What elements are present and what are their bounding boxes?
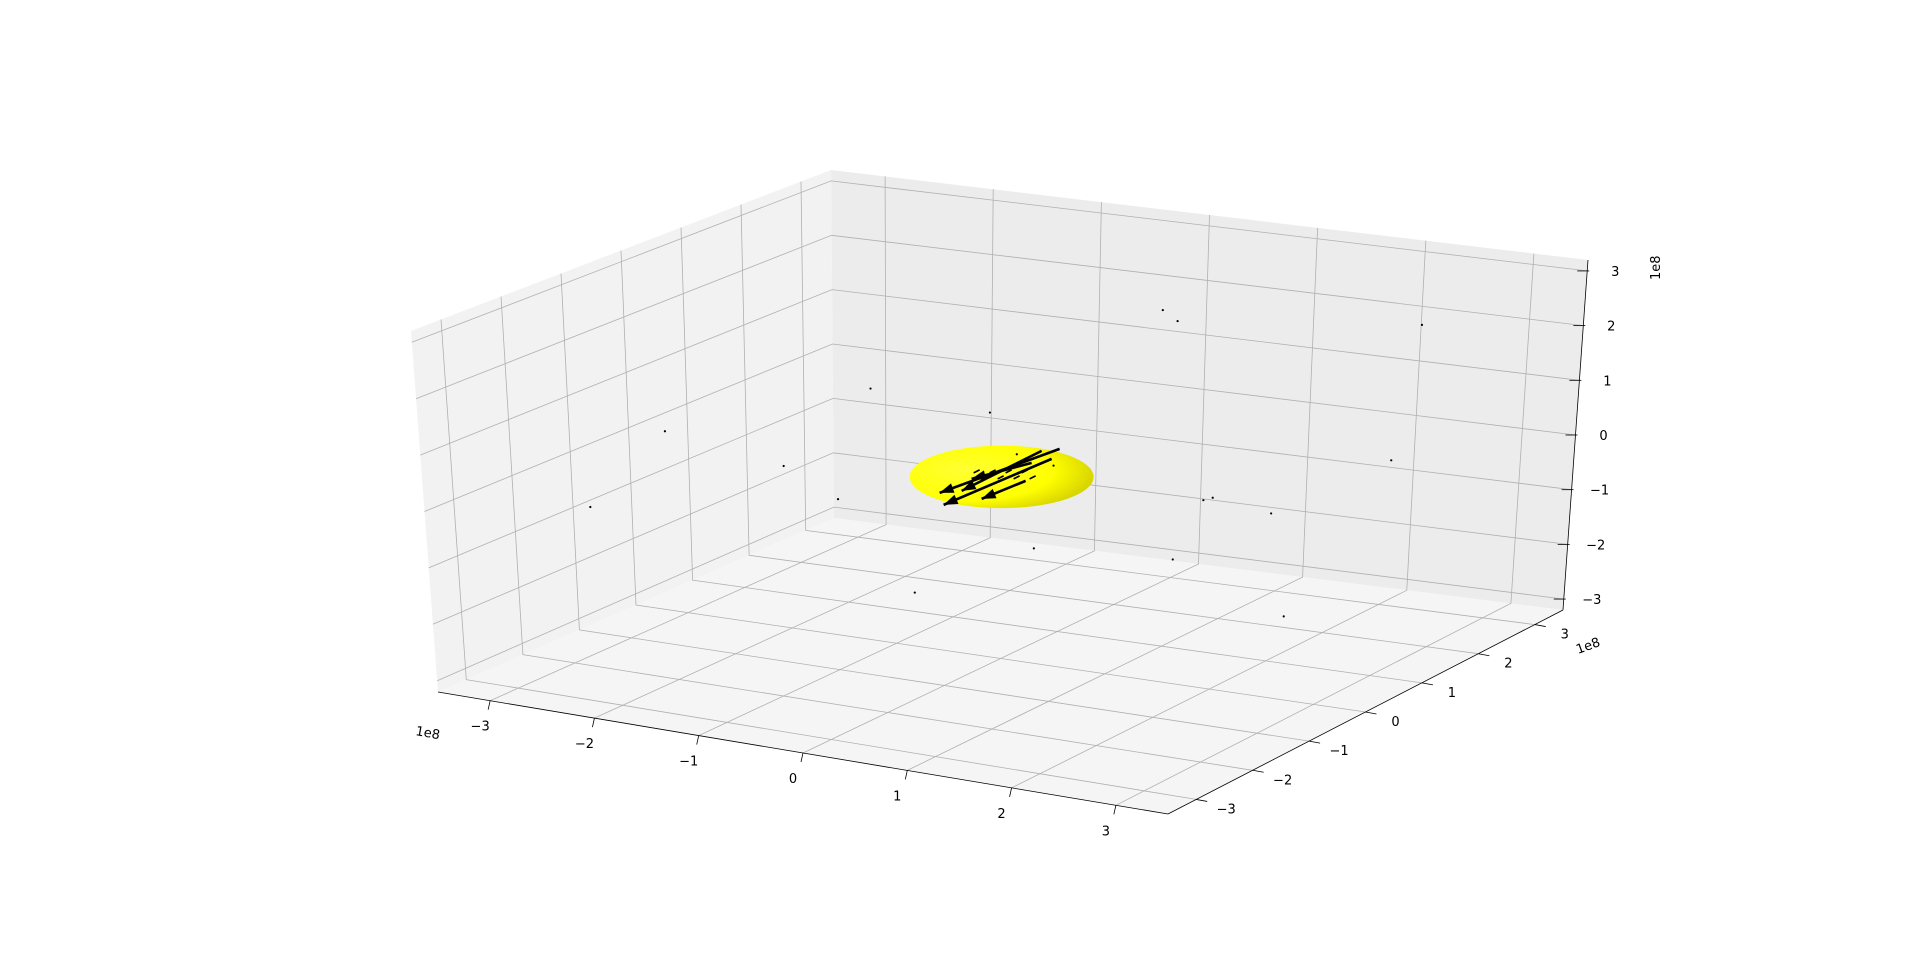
z-tick-label: −3 xyxy=(1582,593,1601,608)
z-gridline xyxy=(437,506,1564,682)
y-tick-mark xyxy=(1196,799,1208,802)
x-gridline xyxy=(1115,253,1535,806)
quiver-arrowhead xyxy=(943,494,959,505)
y-gridline xyxy=(740,204,1479,655)
quiver-tick xyxy=(989,469,996,474)
y-gridline xyxy=(620,250,1366,713)
quiver-tick xyxy=(981,475,988,480)
quiver-arrowhead xyxy=(981,488,997,499)
y-tick-mark xyxy=(1534,624,1546,627)
y-axis-ticks: −3 −2 −1 0 1 2 3 xyxy=(1196,624,1569,817)
x-tick-label: −3 xyxy=(471,720,490,735)
x-gridline xyxy=(907,227,1318,771)
scatter-point xyxy=(1390,459,1393,462)
x-tick-mark xyxy=(487,700,491,710)
x-tick-label: 3 xyxy=(1102,824,1110,839)
quiver-tick xyxy=(1005,469,1012,474)
quiver-arrowhead xyxy=(961,480,977,491)
z-tick-label: 2 xyxy=(1607,320,1615,335)
x-offset-label: 1e8 xyxy=(414,724,441,743)
quiver-tick xyxy=(1013,475,1020,480)
x-gridline xyxy=(489,176,887,702)
x-tick-mark xyxy=(800,752,804,763)
y-tick-label: 0 xyxy=(1391,715,1399,730)
y-gridline xyxy=(500,296,1253,771)
z-axis-ticks: −3 −2 −1 0 1 2 3 xyxy=(1553,265,1619,608)
scatter-point xyxy=(1270,512,1273,515)
quiver-arrow xyxy=(943,457,1053,507)
x-tick-mark xyxy=(1009,787,1012,797)
scatter-point xyxy=(1015,453,1018,456)
z-tick-label: −1 xyxy=(1590,484,1609,499)
scatter-point xyxy=(1176,319,1179,323)
scatter-point xyxy=(1161,308,1164,312)
scatter-point xyxy=(869,387,872,390)
x-gridline xyxy=(698,202,1102,736)
scatter-point xyxy=(1052,464,1055,467)
y-gridline xyxy=(560,273,1310,742)
x-tick-label: −1 xyxy=(679,755,698,770)
quiver-tick xyxy=(1021,469,1028,474)
x-gridline xyxy=(1011,240,1427,789)
scatter-point xyxy=(1202,499,1205,502)
y-tick-mark xyxy=(1421,682,1434,686)
z-tick-label: 1 xyxy=(1603,374,1611,389)
y-tick-mark xyxy=(1308,740,1321,744)
quiver-tick xyxy=(997,475,1004,480)
x-tick-label: 1 xyxy=(893,789,901,804)
y-tick-label: −3 xyxy=(1217,802,1236,817)
x-tick-mark xyxy=(904,770,908,780)
z-offset-label: 1e8 xyxy=(1649,255,1664,280)
z-gridline xyxy=(420,289,1580,456)
scatter-point xyxy=(1211,496,1214,499)
z-tick-label: 0 xyxy=(1599,429,1607,444)
z-tick-label: −2 xyxy=(1586,538,1605,553)
x-tick-mark xyxy=(696,735,700,745)
x-gridline xyxy=(802,214,1210,754)
y-gridline xyxy=(800,181,1535,625)
scatter-point xyxy=(1171,558,1174,561)
z-gridline xyxy=(428,397,1572,569)
x-tick-label: −2 xyxy=(575,737,594,752)
axes-grid xyxy=(411,176,1588,806)
y-gridline xyxy=(440,319,1197,800)
scatter-point xyxy=(589,505,592,509)
scatter-point xyxy=(1282,615,1285,618)
y-tick-label: 1 xyxy=(1448,686,1456,701)
scatter-point xyxy=(1420,323,1424,327)
x-gridline xyxy=(594,189,994,719)
z-gridline xyxy=(415,234,1584,400)
x-axis-ticks: −3 −2 −1 0 1 2 3 xyxy=(471,700,1117,839)
y-offset-label: 1e8 xyxy=(1574,635,1602,657)
y-tick-label: 2 xyxy=(1504,657,1512,672)
y-tick-mark xyxy=(1252,769,1264,773)
x-tick-label: 2 xyxy=(997,807,1005,822)
y-tick-mark xyxy=(1478,653,1490,657)
x-tick-label: 0 xyxy=(789,772,797,787)
scatter-layer xyxy=(589,308,1424,618)
y-tick-label: −2 xyxy=(1273,773,1292,788)
z-gridline xyxy=(424,343,1576,512)
z-gridline xyxy=(432,452,1568,625)
scatter-point xyxy=(988,411,992,414)
z-gridline xyxy=(411,180,1588,343)
x-tick-mark xyxy=(1113,805,1117,815)
side-pane xyxy=(411,170,834,692)
x-tick-mark xyxy=(592,718,595,728)
scatter-point xyxy=(782,464,785,468)
z-tick-label: 3 xyxy=(1611,265,1619,280)
quiver-tick xyxy=(1029,475,1036,480)
quiver-tick xyxy=(973,469,980,474)
scatter-point xyxy=(663,430,667,433)
y-tick-label: −1 xyxy=(1329,744,1348,759)
quiver-arrowhead xyxy=(939,483,955,493)
ellipsoid-layer xyxy=(909,445,1094,509)
y-gridline xyxy=(680,227,1422,684)
y-tick-mark xyxy=(1365,711,1377,715)
scatter-point xyxy=(1032,547,1035,550)
scatter-point xyxy=(836,498,840,501)
y-tick-label: 3 xyxy=(1561,628,1569,643)
scatter-point xyxy=(913,591,916,594)
